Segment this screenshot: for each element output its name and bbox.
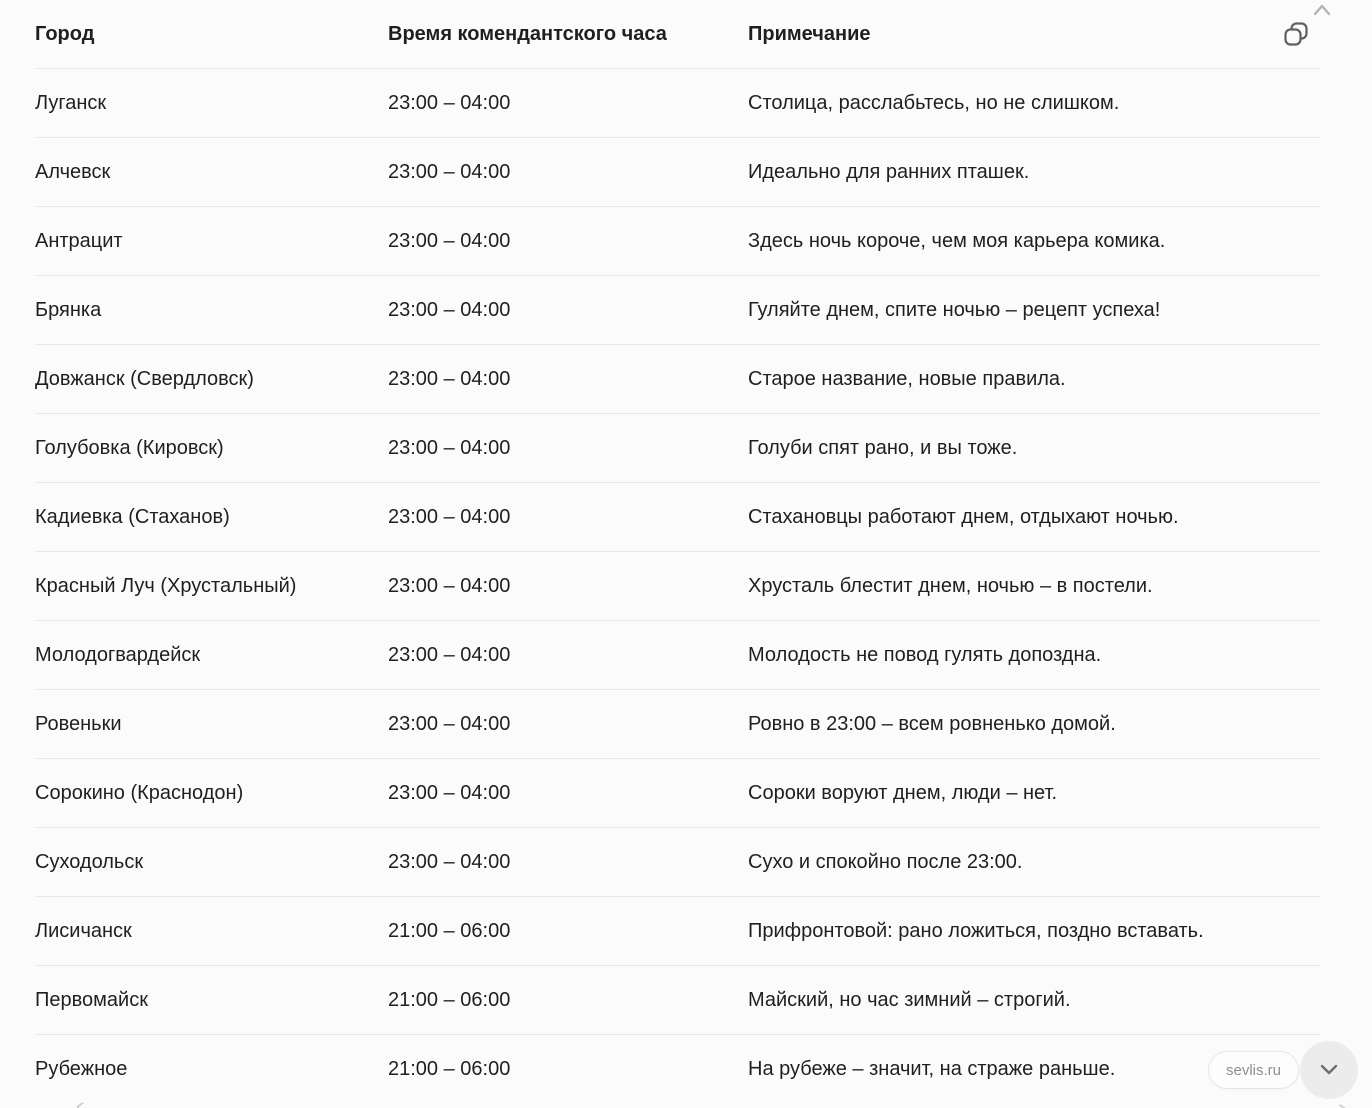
table-row: Суходольск 23:00 – 04:00 Сухо и спокойно… <box>35 828 1320 897</box>
note-cell: Сороки воруют днем, люди – нет. <box>748 781 1058 804</box>
chevron-down-icon <box>1316 1056 1342 1085</box>
city-cell: Лисичанск <box>35 919 132 942</box>
note-cell: Столица, расслабьтесь, но не слишком. <box>748 91 1120 114</box>
time-cell: 23:00 – 04:00 <box>388 367 511 390</box>
city-cell: Молодогвардейск <box>35 643 201 666</box>
time-cell: 23:00 – 04:00 <box>388 160 511 183</box>
city-cell: Сорокино (Краснодон) <box>35 781 244 804</box>
note-cell: Идеально для ранних пташек. <box>748 160 1030 183</box>
note-cell: Голуби спят рано, и вы тоже. <box>748 436 1018 459</box>
time-cell: 23:00 – 04:00 <box>388 298 511 321</box>
time-cell: 23:00 – 04:00 <box>388 781 511 804</box>
time-cell: 23:00 – 04:00 <box>388 574 511 597</box>
city-cell: Суходольск <box>35 850 144 873</box>
table-row: Антрацит 23:00 – 04:00 Здесь ночь короче… <box>35 207 1320 276</box>
chevron-up-icon[interactable] <box>1311 2 1333 18</box>
table-body: Луганск 23:00 – 04:00 Столица, расслабьт… <box>35 69 1320 1104</box>
table-row: Голубовка (Кировск) 23:00 – 04:00 Голуби… <box>35 414 1320 483</box>
table-header-row: Город Время комендантского часа Примечан… <box>35 0 1320 69</box>
note-cell: Майский, но час зимний – строгий. <box>748 988 1071 1011</box>
copy-table-button[interactable] <box>1281 19 1311 49</box>
note-cell: Молодость не повод гулять допоздна. <box>748 643 1102 666</box>
city-cell: Красный Луч (Хрустальный) <box>35 574 297 597</box>
table-row: Красный Луч (Хрустальный) 23:00 – 04:00 … <box>35 552 1320 621</box>
time-cell: 23:00 – 04:00 <box>388 436 511 459</box>
column-header-curfew-time: Время комендантского часа <box>388 22 667 45</box>
time-cell: 23:00 – 04:00 <box>388 712 511 735</box>
note-cell: Старое название, новые правила. <box>748 367 1066 390</box>
chevron-right-icon: › <box>1334 1091 1350 1108</box>
note-cell: Стахановцы работают днем, отдыхают ночью… <box>748 505 1179 528</box>
note-cell: Прифронтовой: рано ложиться, поздно вста… <box>748 919 1204 942</box>
table-row: Довжанск (Свердловск) 23:00 – 04:00 Стар… <box>35 345 1320 414</box>
city-cell: Голубовка (Кировск) <box>35 436 224 459</box>
time-cell: 23:00 – 04:00 <box>388 643 511 666</box>
column-header-city: Город <box>35 22 95 45</box>
note-cell: Хрусталь блестит днем, ночью – в постели… <box>748 574 1153 597</box>
source-badge[interactable]: sevlis.ru <box>1208 1051 1300 1089</box>
time-cell: 21:00 – 06:00 <box>388 988 511 1011</box>
time-cell: 23:00 – 04:00 <box>388 850 511 873</box>
city-cell: Антрацит <box>35 229 123 252</box>
table-row: Алчевск 23:00 – 04:00 Идеально для ранни… <box>35 138 1320 207</box>
city-cell: Брянка <box>35 298 102 321</box>
copy-icon <box>1281 22 1311 52</box>
city-cell: Алчевск <box>35 160 111 183</box>
table-row: Рубежное 21:00 – 06:00 На рубеже – значи… <box>35 1035 1320 1104</box>
city-cell: Луганск <box>35 91 107 114</box>
table-row: Сорокино (Краснодон) 23:00 – 04:00 Сорок… <box>35 759 1320 828</box>
curfew-table: Город Время комендантского часа Примечан… <box>35 0 1320 1104</box>
time-cell: 23:00 – 04:00 <box>388 505 511 528</box>
note-cell: Гуляйте днем, спите ночью – рецепт успех… <box>748 298 1161 321</box>
table-row: Молодогвардейск 23:00 – 04:00 Молодость … <box>35 621 1320 690</box>
time-cell: 23:00 – 04:00 <box>388 229 511 252</box>
note-cell: Сухо и спокойно после 23:00. <box>748 850 1023 873</box>
time-cell: 21:00 – 06:00 <box>388 919 511 942</box>
table-row: Кадиевка (Стаханов) 23:00 – 04:00 Стахан… <box>35 483 1320 552</box>
time-cell: 23:00 – 04:00 <box>388 91 511 114</box>
city-cell: Довжанск (Свердловск) <box>35 367 254 390</box>
table-row: Первомайск 21:00 – 06:00 Майский, но час… <box>35 966 1320 1035</box>
table-row: Брянка 23:00 – 04:00 Гуляйте днем, спите… <box>35 276 1320 345</box>
table-row: Луганск 23:00 – 04:00 Столица, расслабьт… <box>35 69 1320 138</box>
city-cell: Кадиевка (Стаханов) <box>35 505 230 528</box>
city-cell: Первомайск <box>35 988 148 1011</box>
city-cell: Ровеньки <box>35 712 122 735</box>
table-row: Ровеньки 23:00 – 04:00 Ровно в 23:00 – в… <box>35 690 1320 759</box>
note-cell: Здесь ночь короче, чем моя карьера комик… <box>748 229 1166 252</box>
note-cell: Ровно в 23:00 – всем ровненько домой. <box>748 712 1116 735</box>
note-cell: На рубеже – значит, на страже раньше. <box>748 1058 1116 1080</box>
scroll-to-bottom-button[interactable] <box>1300 1041 1358 1099</box>
city-cell: Рубежное <box>35 1058 128 1080</box>
column-header-note: Примечание <box>748 22 871 45</box>
time-cell: 21:00 – 06:00 <box>388 1058 511 1080</box>
table-row: Лисичанск 21:00 – 06:00 Прифронтовой: ра… <box>35 897 1320 966</box>
